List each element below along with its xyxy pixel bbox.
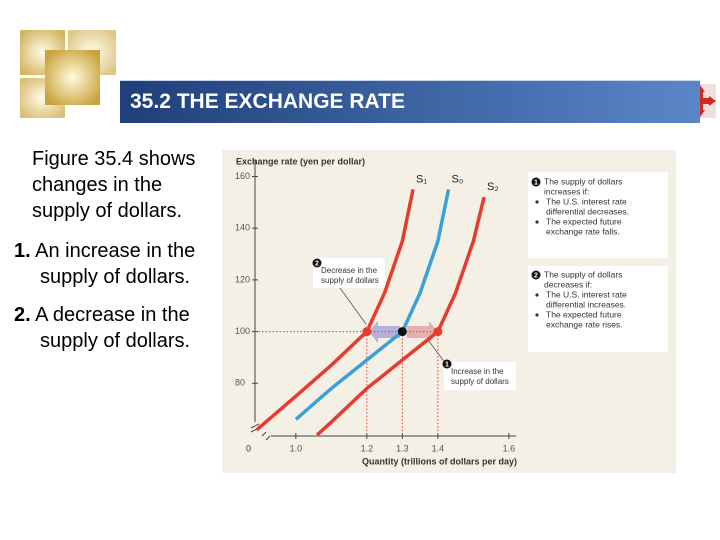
callout-text: Decrease in the [321, 266, 378, 275]
y-tick-label: 100 [235, 326, 250, 336]
note-text: decreases if: [544, 279, 592, 289]
item-text: An increase in the supply of dollars. [35, 240, 196, 288]
note-text: exchange rate rises. [546, 319, 623, 329]
number-label: 2 [534, 272, 538, 279]
x-tick-label: 1.2 [361, 443, 374, 453]
callout-text: supply of dollars [451, 377, 509, 386]
item-number: 1. [14, 240, 31, 262]
bullet [535, 313, 539, 317]
note-text: differential decreases. [546, 206, 629, 216]
note-box [528, 172, 668, 258]
callout-text: Increase in the [451, 367, 504, 376]
list-item: 2. A decrease in the supply of dollars. [14, 302, 204, 354]
bullet [535, 293, 539, 297]
equilibrium-point [433, 327, 443, 337]
series-label: S₂ [487, 181, 499, 193]
note-text: The U.S. interest rate [546, 289, 627, 299]
series-label: S₀ [452, 173, 464, 185]
callout-box [313, 258, 385, 288]
note-text: increases if: [544, 186, 589, 196]
number-marker [442, 359, 452, 369]
note-text: The expected future [546, 309, 622, 319]
number-label: 1 [534, 179, 538, 186]
item-number: 2. [14, 304, 31, 326]
y-tick-label: 120 [235, 274, 250, 284]
equilibrium-point [362, 327, 372, 337]
x-axis-title: Quantity (trillions of dollars per day) [362, 456, 517, 466]
axis-break [261, 431, 271, 441]
series-label: S₁ [416, 173, 427, 185]
note-text: differential increases. [546, 299, 626, 309]
note-text: exchange rate falls. [546, 226, 620, 236]
item-text: A decrease in the supply of dollars. [35, 304, 191, 352]
x-tick-label: 1.3 [396, 443, 409, 453]
x-tick-label: 1.6 [503, 443, 516, 453]
number-marker [312, 258, 322, 268]
slide-title: 35.2 THE EXCHANGE RATE [130, 90, 405, 113]
title-bar: 35.2 THE EXCHANGE RATE [120, 80, 700, 123]
x-tick-label: 1.4 [432, 443, 445, 453]
y-tick-label: 160 [235, 171, 250, 181]
callout-box [444, 362, 516, 390]
y-tick-label: 80 [235, 378, 245, 388]
note-text: The U.S. interest rate [546, 196, 627, 206]
y-axis-title: Exchange rate (yen per dollar) [236, 156, 365, 166]
bullet [535, 200, 539, 204]
supply-curve [315, 196, 486, 437]
x-tick-label: 1.0 [290, 443, 303, 453]
note-box [528, 266, 668, 352]
bullet [535, 220, 539, 224]
body-text: Figure 35.4 shows changes in the supply … [14, 146, 204, 366]
note-text: The supply of dollars [544, 269, 622, 279]
note-text: The supply of dollars [544, 176, 622, 186]
equilibrium-point [397, 327, 407, 337]
list-item: 1. An increase in the supply of dollars. [14, 238, 204, 290]
origin-label: 0 [246, 443, 251, 453]
note-text: The expected future [546, 216, 622, 226]
intro: Figure 35.4 shows changes in the supply … [32, 148, 196, 222]
callout-pointer [427, 339, 447, 365]
number-label: 1 [445, 361, 449, 368]
callout-pointer [339, 287, 367, 325]
callout-text: supply of dollars [321, 276, 379, 285]
number-marker [531, 270, 541, 280]
number-label: 2 [315, 260, 319, 267]
y-tick-label: 140 [235, 223, 250, 233]
number-marker [531, 177, 541, 187]
